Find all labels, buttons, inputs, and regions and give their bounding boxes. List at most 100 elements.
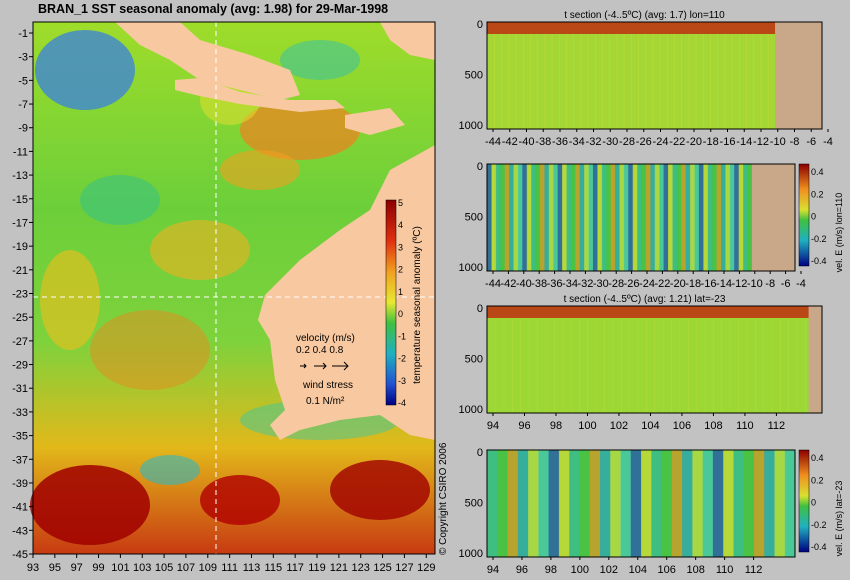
panel-x-tick-label: -22 [669,136,685,148]
panel-x-tick-label: 94 [487,420,499,432]
panel-y-tick-label: 1000 [459,120,483,132]
panel-x-tick-label: -4 [823,136,833,148]
panel-x-tick-label: -10 [747,278,763,290]
velocity-legend-title: velocity (m/s) [296,333,355,344]
panel-x-tick-label: -38 [531,278,547,290]
map-y-tick-label: -31 [12,383,28,395]
panel-x-tick-label: -20 [686,136,702,148]
panel-x-tick-label: 106 [673,420,691,432]
velocity-colorbar [798,163,810,267]
panel-x-tick-label: 108 [704,420,722,432]
panel-y-tick-label: 0 [477,303,483,315]
panel-y-tick-label: 0 [477,447,483,459]
panel-x-tick-label: -18 [685,278,701,290]
panel-x-tick-label: 110 [736,420,754,432]
panel-x-tick-label: -26 [624,278,640,290]
panel-x-tick-label: -6 [781,278,791,290]
copyright: © Copyright CSIRO 2006 [438,442,449,555]
panel-x-tick-label: 100 [578,420,596,432]
panel-x-tick-label: -16 [701,278,717,290]
map-y-tick-label: -23 [12,289,28,301]
panel-x-tick-label: -12 [753,136,769,148]
map-x-tick-label: 101 [111,562,129,574]
panel-y-tick-label: 0 [477,19,483,31]
panel-x-tick-label: -24 [639,278,655,290]
colorbar-tick-label: 4 [398,220,403,230]
map-y-tick-label: -45 [12,549,28,561]
map-x-tick-label: 123 [352,562,370,574]
panel-x-tick-label: -32 [577,278,593,290]
panel-x-tick-label: -34 [562,278,578,290]
land-mask [775,22,822,129]
panel-y-tick-label: 500 [465,354,483,366]
map-y-tick-label: -43 [12,525,28,537]
panel-x-tick-label: 108 [686,564,704,576]
colorbar-tick-label: 3 [398,242,403,252]
land-mask [751,164,795,271]
panel-x-tick-label: -14 [736,136,752,148]
velocity-colorbar-tick-label: -0.2 [811,234,827,244]
map-y-tick-label: -17 [12,217,28,229]
panel-x-tick-label: -6 [806,136,816,148]
map-x-tick-label: 109 [199,562,217,574]
map-y-tick-label: -41 [12,502,28,514]
map-x-tick-label: 119 [308,562,326,574]
map-y-tick-label: -9 [18,123,28,135]
panel-y-tick-label: 1000 [459,548,483,560]
map-x-tick-label: 125 [373,562,391,574]
panel-y-tick-label: 0 [477,161,483,173]
panel-x-tick-label: -24 [653,136,669,148]
panel-x-tick-label: -16 [720,136,736,148]
velocity-colorbar-label: vel. E (m/s) lon=110 [834,193,844,273]
colorbar-tick-label: -2 [398,354,406,364]
panel-x-tick-label: -36 [547,278,563,290]
map-x-tick-label: 117 [286,562,304,574]
colorbar-tick-label: 1 [398,287,403,297]
map-y-tick-label: -27 [12,336,28,348]
colorbar-tick-label: 0 [398,309,403,319]
map-y-tick-label: -39 [12,478,28,490]
velocity-colorbar-tick-label: -0.2 [811,520,827,530]
velocity-colorbar [798,449,810,553]
map-x-tick-label: 97 [71,562,83,574]
panel-x-tick-label: 112 [768,420,786,432]
map-y-tick-label: -13 [12,170,28,182]
map-x-tick-label: 107 [177,562,195,574]
map-x-tick-label: 99 [92,562,104,574]
panel-x-tick-label: -30 [602,136,618,148]
map-x-tick-label: 127 [395,562,413,574]
map-y-tick-label: -15 [12,194,28,206]
map-x-tick-label: 95 [49,562,61,574]
panel-x-tick-label: -42 [500,278,516,290]
map-y-tick-label: -1 [18,28,28,40]
map-x-tick-label: 129 [417,562,435,574]
map-y-tick-label: -19 [12,241,28,253]
panel-x-tick-label: -28 [619,136,635,148]
panel-x-tick-label: -44 [485,136,501,148]
map-y-tick-label: -37 [12,454,28,466]
map-x-tick-label: 113 [243,562,261,574]
velocity-arrows-icon [300,361,349,371]
panel-title: t section (-4..5ºC) (avg: 1.7) lon=110 [564,10,725,21]
panel-x-tick-label: 104 [641,420,659,432]
colorbar-label: temperature seasonal anomaly (ºC) [412,226,423,384]
map-y-tick-label: -25 [12,312,28,324]
colorbar-tick-label: -1 [398,331,406,341]
velocity-colorbar-tick-label: 0.4 [811,167,824,177]
panel-x-tick-label: 94 [487,564,499,576]
panel-x-tick-label: -32 [586,136,602,148]
panel-x-tick-label: -8 [790,136,800,148]
velocity-colorbar-tick-label: -0.4 [811,256,827,266]
map-y-tick-label: -5 [18,75,28,87]
colorbar-tick-label: -3 [398,376,406,386]
section-panel-1: t section (-4..5ºC) (avg: 1.7) lon=110 0 5… [459,10,833,148]
colorbar-tick-label: 5 [398,198,403,208]
panel-x-tick-label: -20 [670,278,686,290]
panel-x-tick-label: -22 [654,278,670,290]
map-x-tick-label: 103 [133,562,151,574]
map-title: BRAN_1 SST seasonal anomaly (avg: 1.98) … [38,2,389,16]
map-y-tick-label: -29 [12,360,28,372]
panel-x-tick-label: 100 [571,564,589,576]
panel-x-tick-label: -14 [716,278,732,290]
